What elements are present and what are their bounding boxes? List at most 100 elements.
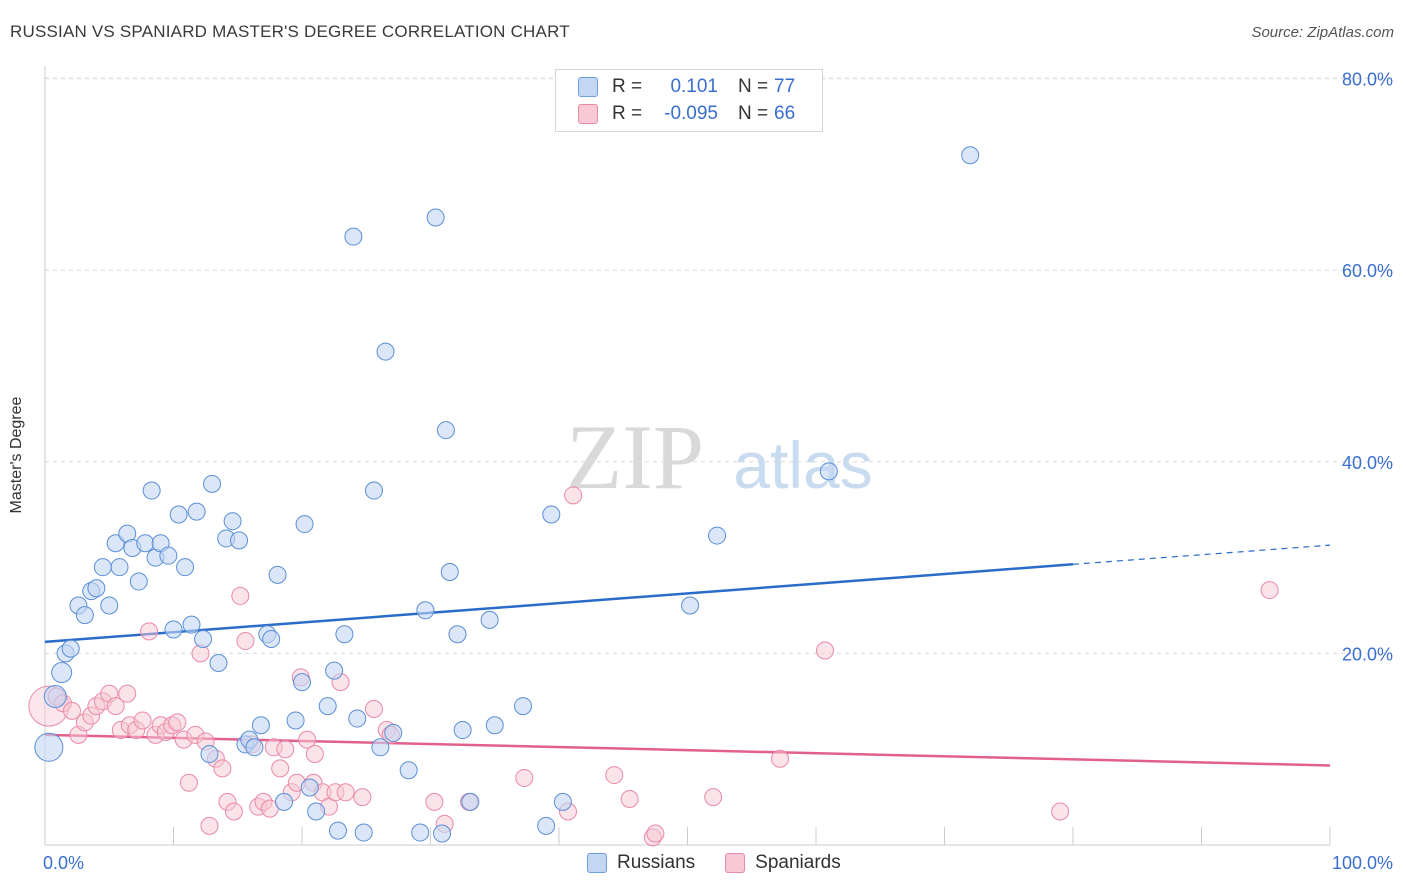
russians-point <box>176 558 195 577</box>
russians-point <box>553 792 572 811</box>
russians-point <box>164 620 183 639</box>
russians-point <box>300 778 319 797</box>
r-label: R = <box>612 103 643 124</box>
russians-point <box>182 615 201 634</box>
russians-point <box>34 732 64 762</box>
russians-point <box>348 709 367 728</box>
spaniards-point <box>179 773 198 792</box>
russians-point <box>295 515 314 534</box>
spaniards-point <box>224 802 243 821</box>
russians-trend-extension <box>1072 544 1331 565</box>
russians-point <box>203 474 222 493</box>
spaniards-point <box>213 759 232 778</box>
x-tick-label-min: 0.0% <box>43 853 84 873</box>
russians-point <box>440 562 459 581</box>
zipatlas-watermark: ZIP atlas <box>566 406 873 508</box>
spaniards-point <box>564 486 583 505</box>
russians-point <box>194 630 213 649</box>
russians-point <box>142 481 161 500</box>
spaniards-point <box>425 792 444 811</box>
spaniards-point <box>1260 581 1279 600</box>
russians-point <box>110 558 129 577</box>
n-value: 66 <box>774 103 796 124</box>
russians-point <box>100 596 119 615</box>
russians-point <box>364 481 383 500</box>
russians-point <box>262 630 281 649</box>
spaniards-point <box>133 711 152 730</box>
russians-point <box>61 639 80 658</box>
legend-row-russians: R = 0.101 N = 77 <box>578 74 795 100</box>
spaniards-point <box>118 684 137 703</box>
russians-point <box>480 610 499 629</box>
chart-title: RUSSIAN VS SPANIARD MASTER'S DEGREE CORR… <box>10 22 570 41</box>
russians-point <box>448 625 467 644</box>
russians-point <box>209 653 228 672</box>
r-value: -0.095 <box>664 103 718 124</box>
spaniards-point <box>815 641 834 660</box>
spaniards-point <box>140 622 159 641</box>
russians-point <box>485 716 504 735</box>
russians-point <box>453 721 472 740</box>
x-tick-label-max: 100.0% <box>1332 853 1393 873</box>
spaniards-point <box>200 816 219 835</box>
spaniards-trend-line <box>44 733 1331 767</box>
russians-point <box>433 824 452 843</box>
russians-point <box>275 792 294 811</box>
russians-point <box>681 596 700 615</box>
spaniards-point <box>236 631 255 650</box>
russians-point <box>136 534 155 553</box>
russians-point <box>93 558 112 577</box>
russians-point <box>106 534 125 553</box>
spaniards-point <box>276 740 295 759</box>
watermark-atlas: atlas <box>733 428 872 502</box>
russians-point <box>426 208 445 227</box>
spaniards-point <box>336 783 355 802</box>
correlation-legend: R = 0.101 N = 77 R = -0.095 N = 66 <box>555 69 823 132</box>
russians-point <box>51 662 73 684</box>
russians-point <box>542 505 561 524</box>
russians-trend-line <box>44 563 1074 644</box>
legend-item-russians[interactable]: Russians <box>587 852 695 874</box>
spaniards-point <box>605 766 624 785</box>
russians-point <box>819 462 838 481</box>
russians-point <box>325 661 344 680</box>
russians-point <box>43 685 67 709</box>
spaniards-point <box>364 699 383 718</box>
russians-point <box>335 625 354 644</box>
russians-point <box>230 531 249 550</box>
russians-point <box>961 146 980 165</box>
spaniards-point <box>305 744 324 763</box>
spaniards-point <box>106 697 125 716</box>
russians-point <box>159 546 178 565</box>
spaniards-point <box>353 788 372 807</box>
legend-item-spaniards[interactable]: Spaniards <box>725 852 841 874</box>
y-tick-label: 80.0% <box>1342 70 1393 90</box>
russians-point <box>328 821 347 840</box>
russians-point <box>344 227 363 246</box>
spaniards-point <box>62 701 81 720</box>
russians-point <box>416 601 435 620</box>
spaniards-swatch <box>578 104 598 124</box>
y-tick-label: 60.0% <box>1342 261 1393 281</box>
russians-point <box>399 761 418 780</box>
russians-point <box>169 505 188 524</box>
spaniards-swatch <box>725 853 746 873</box>
russians-point <box>371 738 390 757</box>
r-value: 0.101 <box>670 76 718 97</box>
r-label: R = <box>612 76 643 97</box>
russians-swatch <box>578 77 598 97</box>
n-label: N = <box>738 76 769 97</box>
russians-point <box>129 572 148 591</box>
russians-point <box>251 716 270 735</box>
spaniards-point <box>298 730 317 749</box>
y-tick-label: 20.0% <box>1342 644 1393 664</box>
watermark-zip: ZIP <box>566 406 704 508</box>
russians-point <box>245 738 264 757</box>
russians-point <box>436 421 455 440</box>
russians-point <box>187 502 206 521</box>
n-value: 77 <box>774 76 796 97</box>
russians-point <box>376 342 395 361</box>
russians-point <box>318 697 337 716</box>
russians-point <box>514 697 533 716</box>
